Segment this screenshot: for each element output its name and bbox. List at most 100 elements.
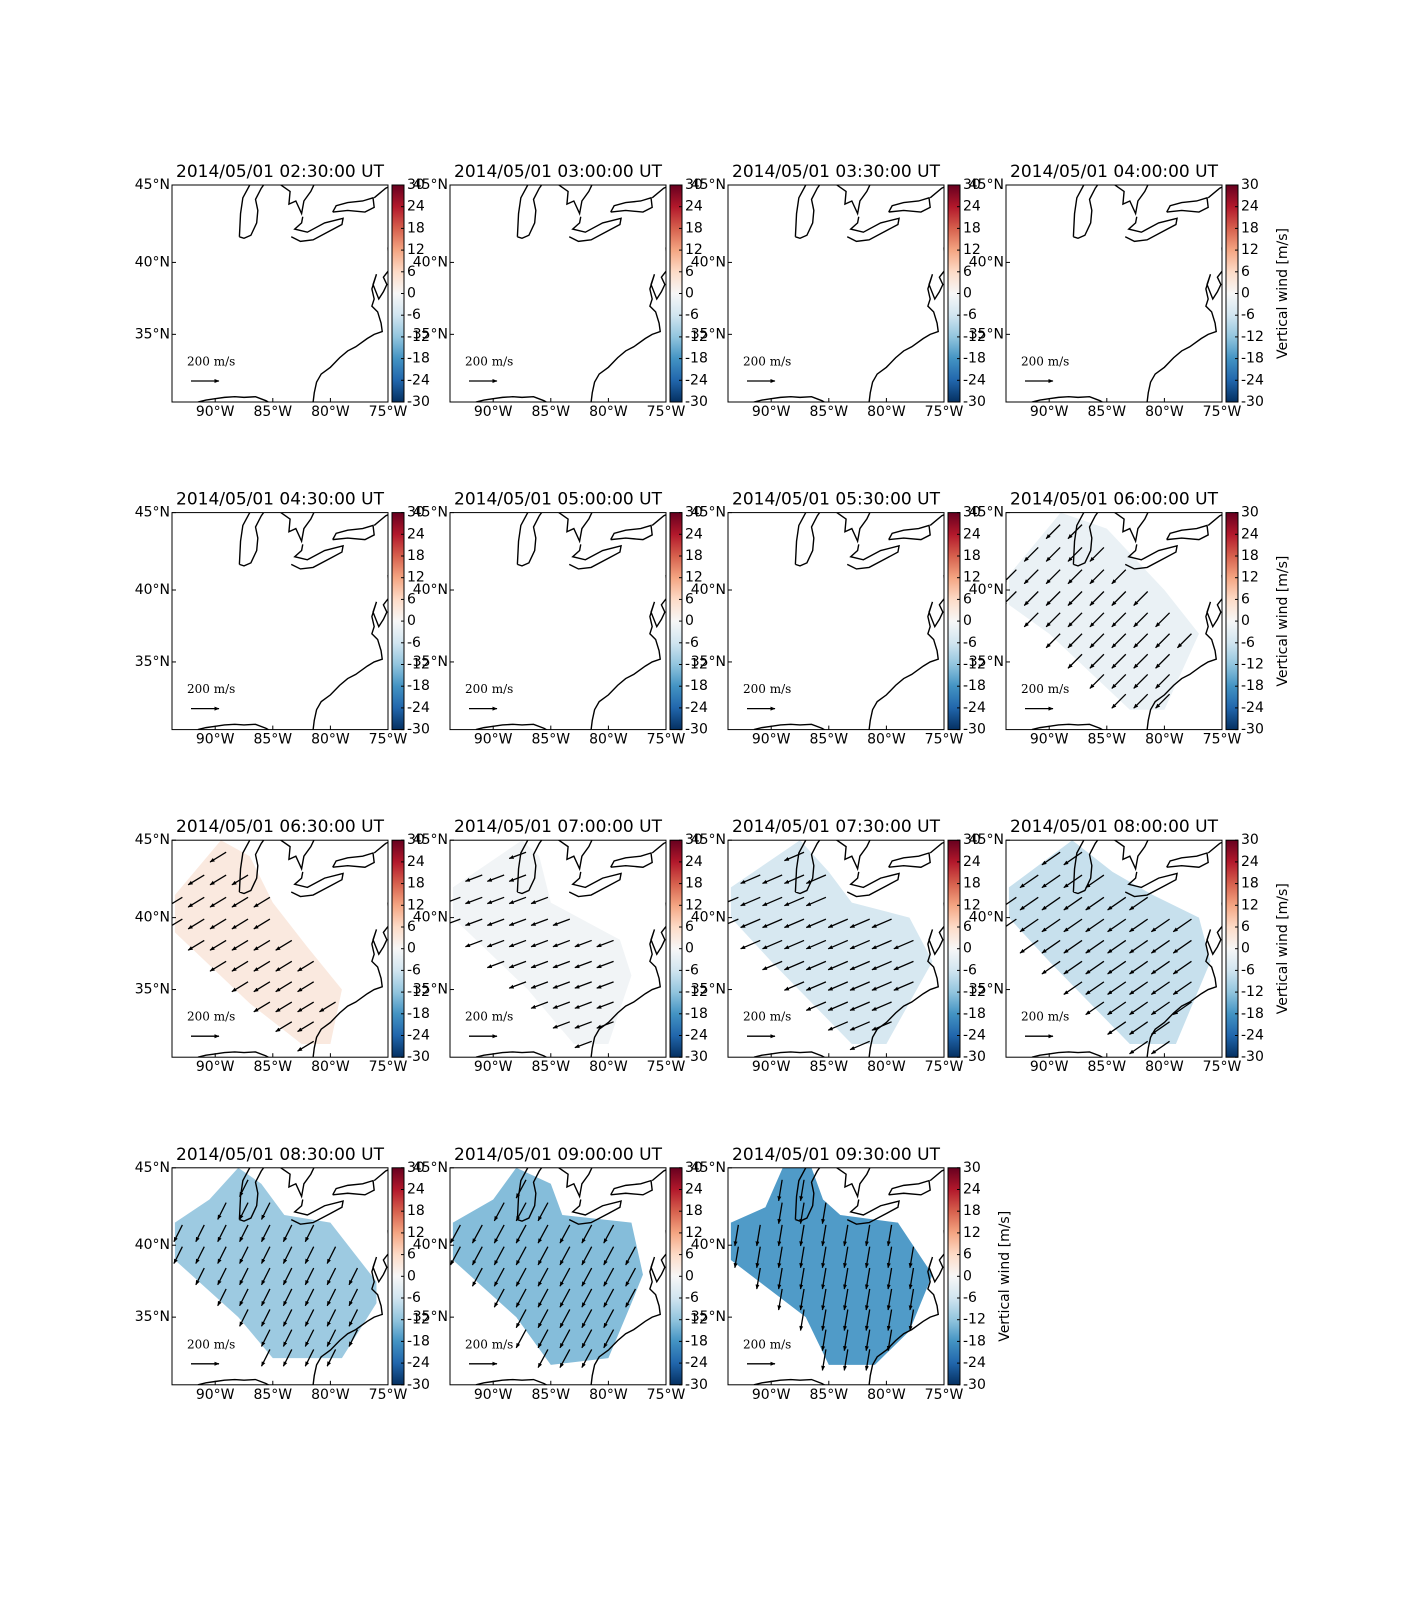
x-tick-label: 80°W: [311, 1387, 350, 1403]
colorbar-tick-label: -18: [685, 678, 708, 694]
wind-arrow: [1107, 981, 1127, 995]
colorbar-tick-label: 6: [1241, 919, 1250, 935]
y-tick-label: 40°N: [135, 910, 170, 926]
colorbar-tick-label: 12: [407, 1225, 425, 1241]
map-area: [450, 1167, 666, 1385]
wind-arrow: [1150, 1021, 1170, 1035]
wind-arrow: [1089, 673, 1105, 689]
colorbar-tick-label: -6: [685, 962, 699, 978]
wind-arrow: [304, 1288, 315, 1307]
wind-arrow: [326, 1329, 337, 1347]
wind-arrow: [1067, 524, 1083, 540]
map-panel: 200 m/s 90°W 85°W 80°W 75°W 35°N 40°N 45°N 2014/…: [413, 162, 708, 420]
plot-frame: [449, 839, 667, 1058]
wind-arrow: [864, 1288, 871, 1311]
wind-arrow: [464, 939, 483, 948]
wind-arrow: [282, 1288, 293, 1307]
coastline: [475, 1378, 548, 1385]
colorbar-tick-label: 6: [407, 591, 416, 607]
x-tick-label: 75°W: [1203, 404, 1242, 420]
wind-arrow: [1067, 653, 1083, 669]
wind-arrow: [1089, 546, 1105, 562]
colorbar-tick-label: 12: [1241, 897, 1259, 913]
wind-arrow: [304, 1246, 315, 1264]
wind-arrow: [537, 1349, 549, 1369]
colorbar-tick-label: -24: [685, 700, 708, 716]
wind-arrow: [1006, 569, 1017, 585]
colorbar-tick-label: -12: [963, 657, 986, 673]
coastline: [557, 1167, 593, 1199]
wind-arrow: [864, 1349, 871, 1371]
wind-arrow: [871, 981, 892, 991]
wind-arrow: [783, 851, 805, 862]
coastline: [238, 840, 265, 895]
wind-arrow: [537, 1246, 549, 1266]
wind-region: [730, 1167, 933, 1365]
colorbar-tick-label: -18: [1241, 1006, 1264, 1022]
plot-frame: [449, 184, 667, 403]
map-panel: 200 m/s 90°W 85°W 80°W 75°W 35°N 40°N 45°N 2014/…: [691, 817, 986, 1075]
wind-arrow: [762, 874, 783, 885]
x-tick-label: 75°W: [1203, 1059, 1242, 1075]
x-tick-label: 85°W: [253, 1059, 292, 1075]
wind-arrow: [493, 1246, 505, 1266]
plot-frame: [1005, 184, 1223, 403]
wind-arrow: [783, 939, 805, 950]
x-tick-label: 80°W: [867, 732, 906, 748]
coastline: [557, 512, 593, 544]
x-tick-label: 90°W: [196, 1059, 235, 1075]
coastline: [610, 852, 653, 868]
wind-arrow: [508, 960, 527, 969]
x-tick-label: 90°W: [1030, 1059, 1069, 1075]
map-area: [1006, 840, 1222, 1058]
wind-arrow: [581, 1329, 593, 1349]
wind-arrow: [260, 1202, 271, 1220]
coastline: [1146, 902, 1222, 1058]
wind-arrow: [187, 939, 205, 951]
colorbar-tick-label: 12: [1241, 242, 1259, 258]
wind-arrow: [1129, 1001, 1149, 1016]
coastline: [238, 1167, 265, 1222]
wind-arrow: [777, 1224, 783, 1247]
wind-arrow: [1155, 653, 1171, 669]
y-tick-label: 40°N: [691, 254, 726, 270]
wind-arrow: [486, 874, 505, 882]
wind-arrow: [464, 874, 483, 882]
quiver-key-label: 200 m/s: [1021, 355, 1069, 369]
wind-arrow: [799, 1179, 805, 1202]
colorbar-tick-label: 0: [1241, 286, 1250, 302]
wind-arrow: [559, 1288, 571, 1308]
wind-arrow: [843, 1246, 849, 1269]
wind-arrow: [581, 1309, 593, 1329]
coastline: [868, 1230, 944, 1385]
colorbar-tick-label: 0: [963, 941, 972, 957]
colorbar-tick-label: 6: [963, 919, 972, 935]
x-tick-label: 75°W: [647, 404, 686, 420]
wind-arrow: [827, 918, 849, 929]
x-tick-label: 90°W: [1030, 732, 1069, 748]
wind-arrow: [755, 1224, 761, 1247]
x-tick-label: 90°W: [1030, 404, 1069, 420]
wind-arrow: [783, 896, 805, 907]
wind-arrow: [1089, 612, 1105, 628]
coastline: [590, 575, 666, 730]
wind-arrow: [805, 939, 827, 950]
y-tick-label: 45°N: [691, 177, 726, 193]
colorbar-tick-label: -18: [407, 678, 430, 694]
wind-arrow: [253, 918, 271, 930]
x-tick-label: 85°W: [1087, 1059, 1126, 1075]
wind-arrow: [871, 939, 892, 950]
wind-arrow: [777, 1288, 783, 1311]
x-tick-label: 90°W: [752, 404, 791, 420]
colorbar-tick-label: -24: [963, 1355, 986, 1371]
wind-arrow: [821, 1288, 827, 1311]
wind-region: [1008, 840, 1211, 1044]
coastline: [197, 396, 270, 402]
x-tick-label: 85°W: [1087, 404, 1126, 420]
wind-arrow: [552, 939, 571, 948]
wind-arrow: [195, 1267, 205, 1286]
wind-arrow: [471, 1246, 483, 1266]
coastline: [794, 1167, 821, 1222]
wind-arrow: [450, 918, 461, 924]
y-tick-label: 35°N: [691, 654, 726, 670]
